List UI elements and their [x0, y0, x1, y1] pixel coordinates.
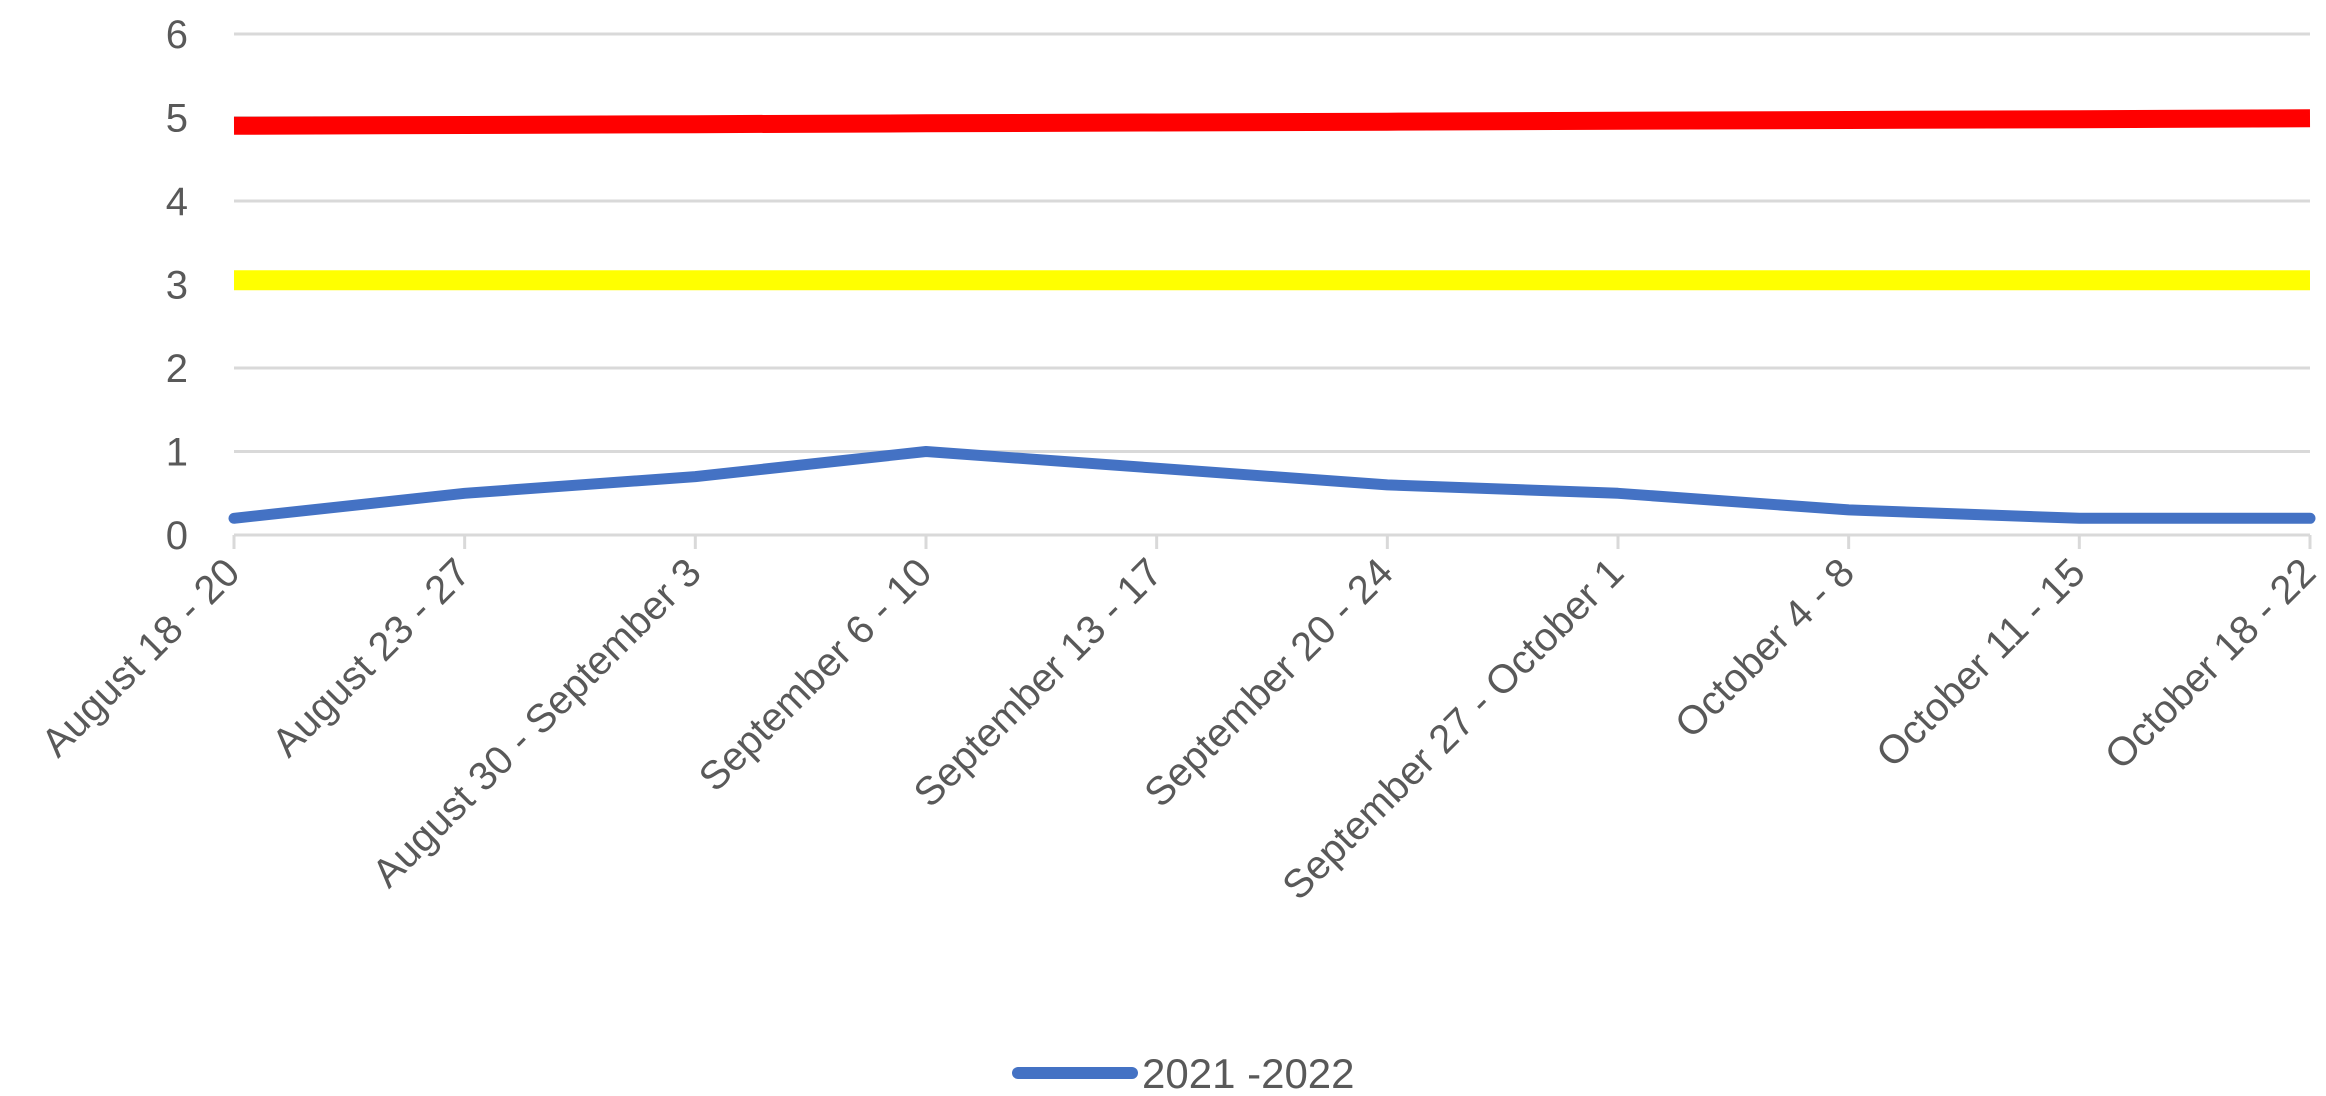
red-threshold-line	[233, 109, 2311, 135]
y-tick-label: 1	[166, 431, 188, 475]
legend-label: 2021 -2022	[1142, 1050, 1355, 1096]
y-tick-label: 0	[166, 514, 188, 558]
y-axis: 0 1 2 3 4 5 6	[166, 13, 188, 558]
x-tick-label: October 18 - 22	[2097, 550, 2325, 778]
x-tick-label: August 18 - 20	[33, 550, 248, 765]
y-tick-label: 5	[166, 97, 188, 141]
x-tick-label: August 23 - 27	[264, 550, 479, 765]
x-tick-label: September 13 - 17	[906, 550, 1171, 815]
legend: 2021 -2022	[1012, 1050, 1355, 1096]
series-line	[228, 446, 2316, 524]
y-tick-label: 2	[166, 347, 188, 391]
x-tick-label: September 6 - 10	[691, 550, 941, 800]
x-tick-label: October 4 - 8	[1667, 550, 1863, 746]
series-lines	[228, 109, 2316, 524]
x-tick-label: September 20 - 24	[1136, 550, 1401, 815]
y-tick-label: 4	[166, 180, 188, 224]
y-tick-label: 3	[166, 264, 188, 308]
y-tick-label: 6	[166, 13, 188, 57]
x-tick-label: October 11 - 15	[1868, 550, 2094, 776]
